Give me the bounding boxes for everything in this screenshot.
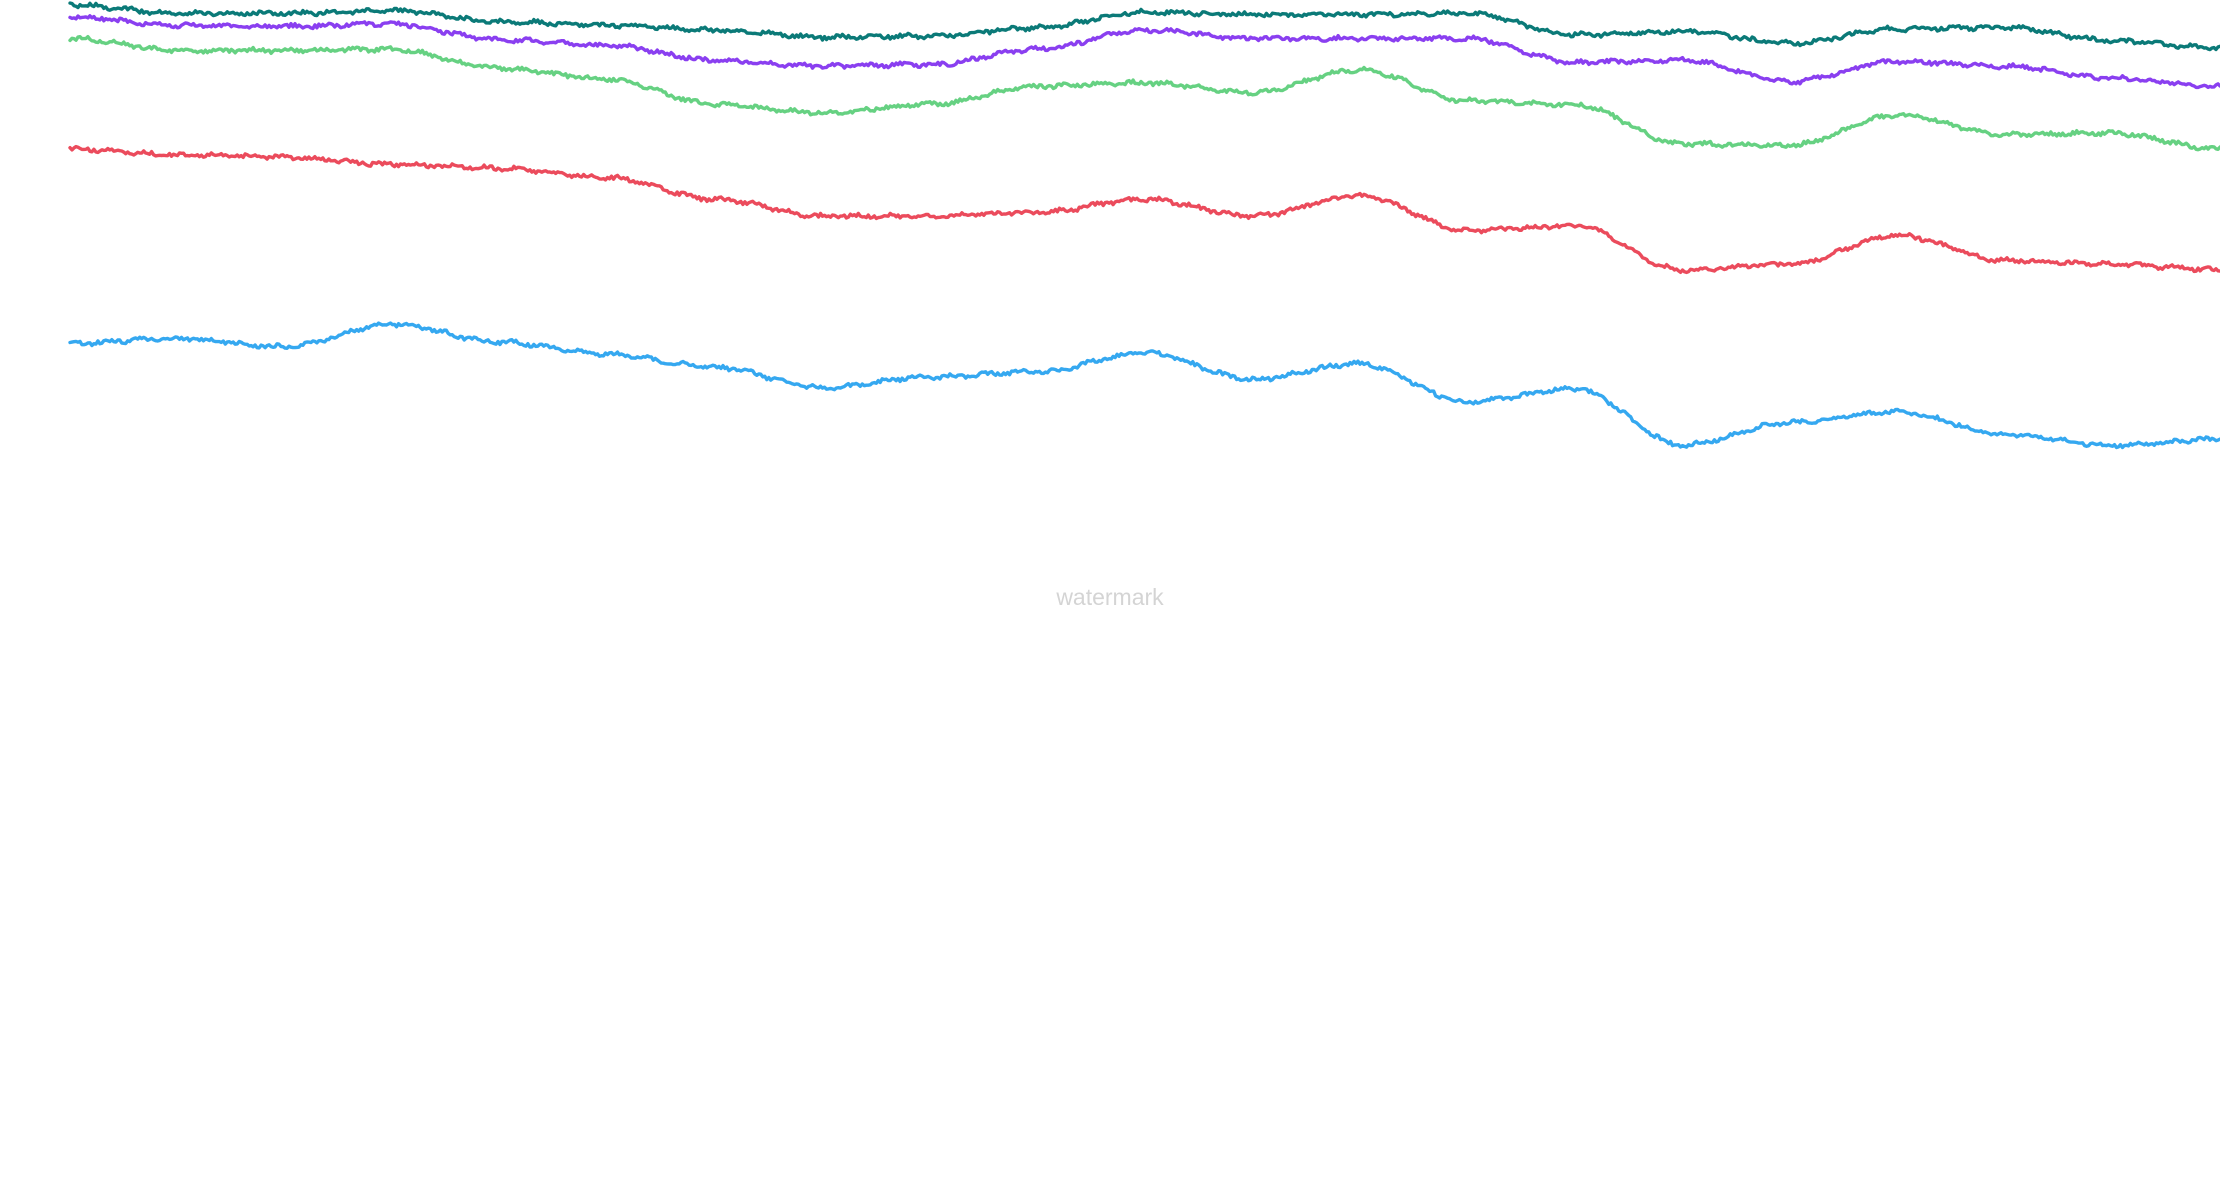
series-line-3 [68,35,2220,152]
series-line-1 [68,1,2220,52]
series-line-5 [68,321,2220,450]
series-line-4 [68,144,2220,275]
series-line-2 [68,14,2220,90]
series-layer [68,1,2220,450]
